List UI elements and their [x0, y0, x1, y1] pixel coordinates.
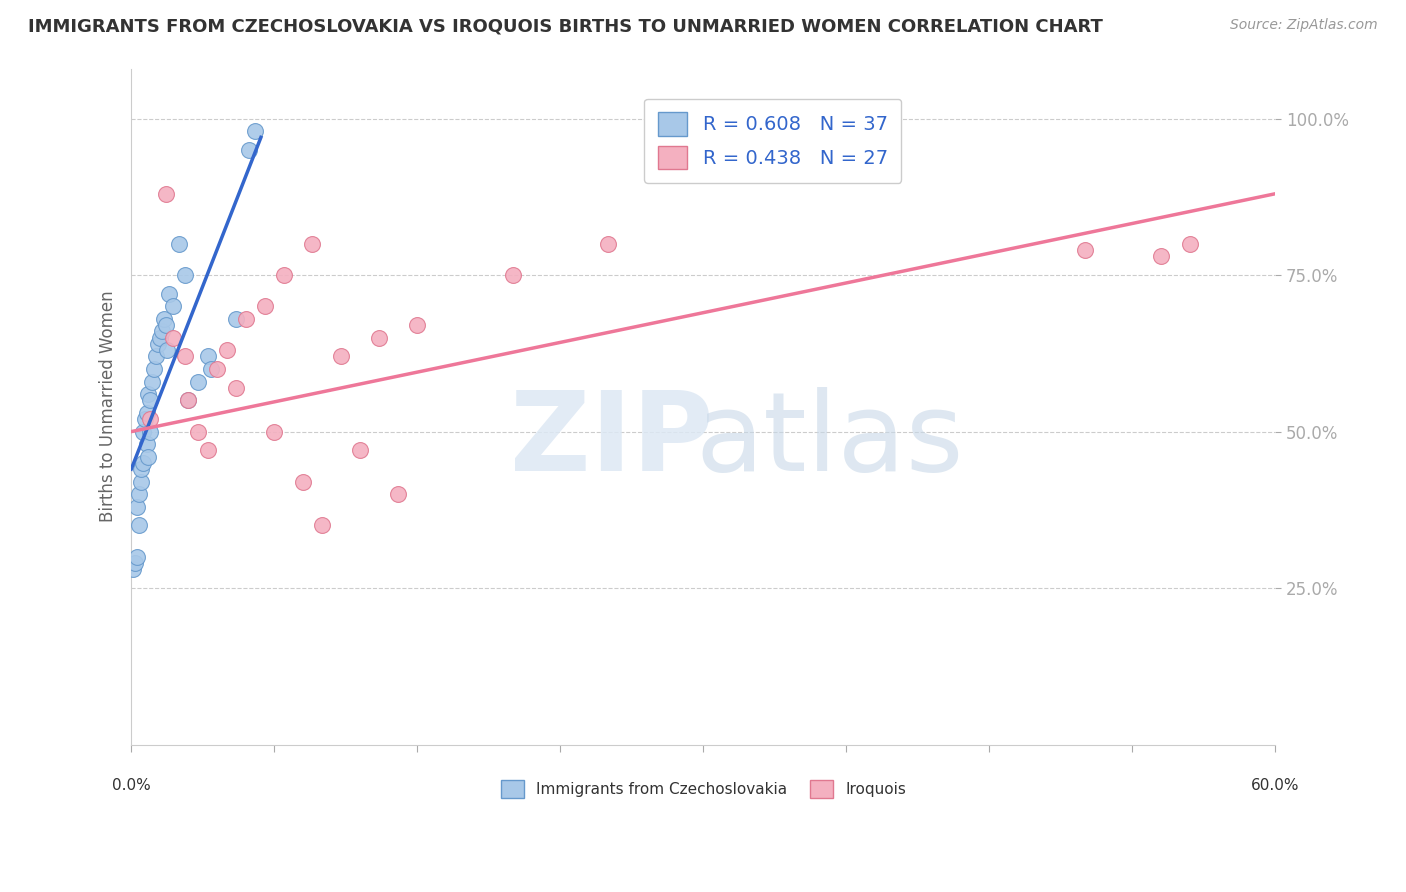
Point	[311, 518, 333, 533]
Point	[368, 331, 391, 345]
Point	[225, 312, 247, 326]
Text: ZIP: ZIP	[510, 387, 713, 494]
Point	[122, 562, 145, 576]
Text: Source: ZipAtlas.com: Source: ZipAtlas.com	[1230, 18, 1378, 32]
Point	[301, 236, 323, 251]
Point	[1178, 236, 1201, 251]
Point	[177, 393, 200, 408]
Point	[187, 375, 209, 389]
Point	[138, 450, 160, 464]
Point	[145, 350, 167, 364]
Point	[139, 393, 162, 408]
Point	[205, 362, 228, 376]
Point	[197, 350, 219, 364]
Text: IMMIGRANTS FROM CZECHOSLOVAKIA VS IROQUOIS BIRTHS TO UNMARRIED WOMEN CORRELATION: IMMIGRANTS FROM CZECHOSLOVAKIA VS IROQUO…	[28, 18, 1102, 36]
Point	[173, 350, 195, 364]
Point	[502, 268, 524, 282]
Point	[128, 487, 150, 501]
Text: 0.0%: 0.0%	[112, 779, 150, 793]
Point	[149, 331, 172, 345]
Point	[225, 381, 247, 395]
Point	[596, 236, 619, 251]
Point	[330, 350, 353, 364]
Point	[162, 331, 184, 345]
Point	[128, 518, 150, 533]
Point	[143, 362, 166, 376]
Point	[387, 487, 409, 501]
Text: atlas: atlas	[695, 387, 963, 494]
Point	[177, 393, 200, 408]
Point	[129, 475, 152, 489]
Point	[173, 268, 195, 282]
Point	[162, 299, 184, 313]
Point	[253, 299, 276, 313]
Point	[156, 343, 179, 358]
Text: 60.0%: 60.0%	[1251, 779, 1299, 793]
Point	[245, 124, 267, 138]
Point	[139, 425, 162, 439]
Point	[187, 425, 209, 439]
Point	[152, 312, 174, 326]
Point	[129, 462, 152, 476]
Point	[349, 443, 371, 458]
Point	[263, 425, 285, 439]
Y-axis label: Births to Unmarried Women: Births to Unmarried Women	[100, 291, 117, 523]
Point	[141, 375, 163, 389]
Point	[125, 500, 148, 514]
Point	[235, 312, 257, 326]
Point	[155, 186, 177, 201]
Point	[131, 456, 153, 470]
Point	[197, 443, 219, 458]
Point	[139, 412, 162, 426]
Point	[131, 425, 153, 439]
Point	[200, 362, 222, 376]
Point	[238, 143, 260, 157]
Point	[125, 549, 148, 564]
Point	[273, 268, 295, 282]
Point	[155, 318, 177, 333]
Point	[167, 236, 190, 251]
Point	[1150, 249, 1173, 263]
Point	[157, 286, 180, 301]
Point	[146, 337, 169, 351]
Point	[135, 406, 157, 420]
Point	[138, 387, 160, 401]
Legend: Immigrants from Czechoslovakia, Iroquois: Immigrants from Czechoslovakia, Iroquois	[495, 773, 912, 805]
Point	[215, 343, 238, 358]
Point	[134, 412, 156, 426]
Point	[291, 475, 314, 489]
Point	[1073, 243, 1095, 257]
Point	[150, 325, 173, 339]
Point	[406, 318, 429, 333]
Point	[124, 556, 146, 570]
Point	[135, 437, 157, 451]
